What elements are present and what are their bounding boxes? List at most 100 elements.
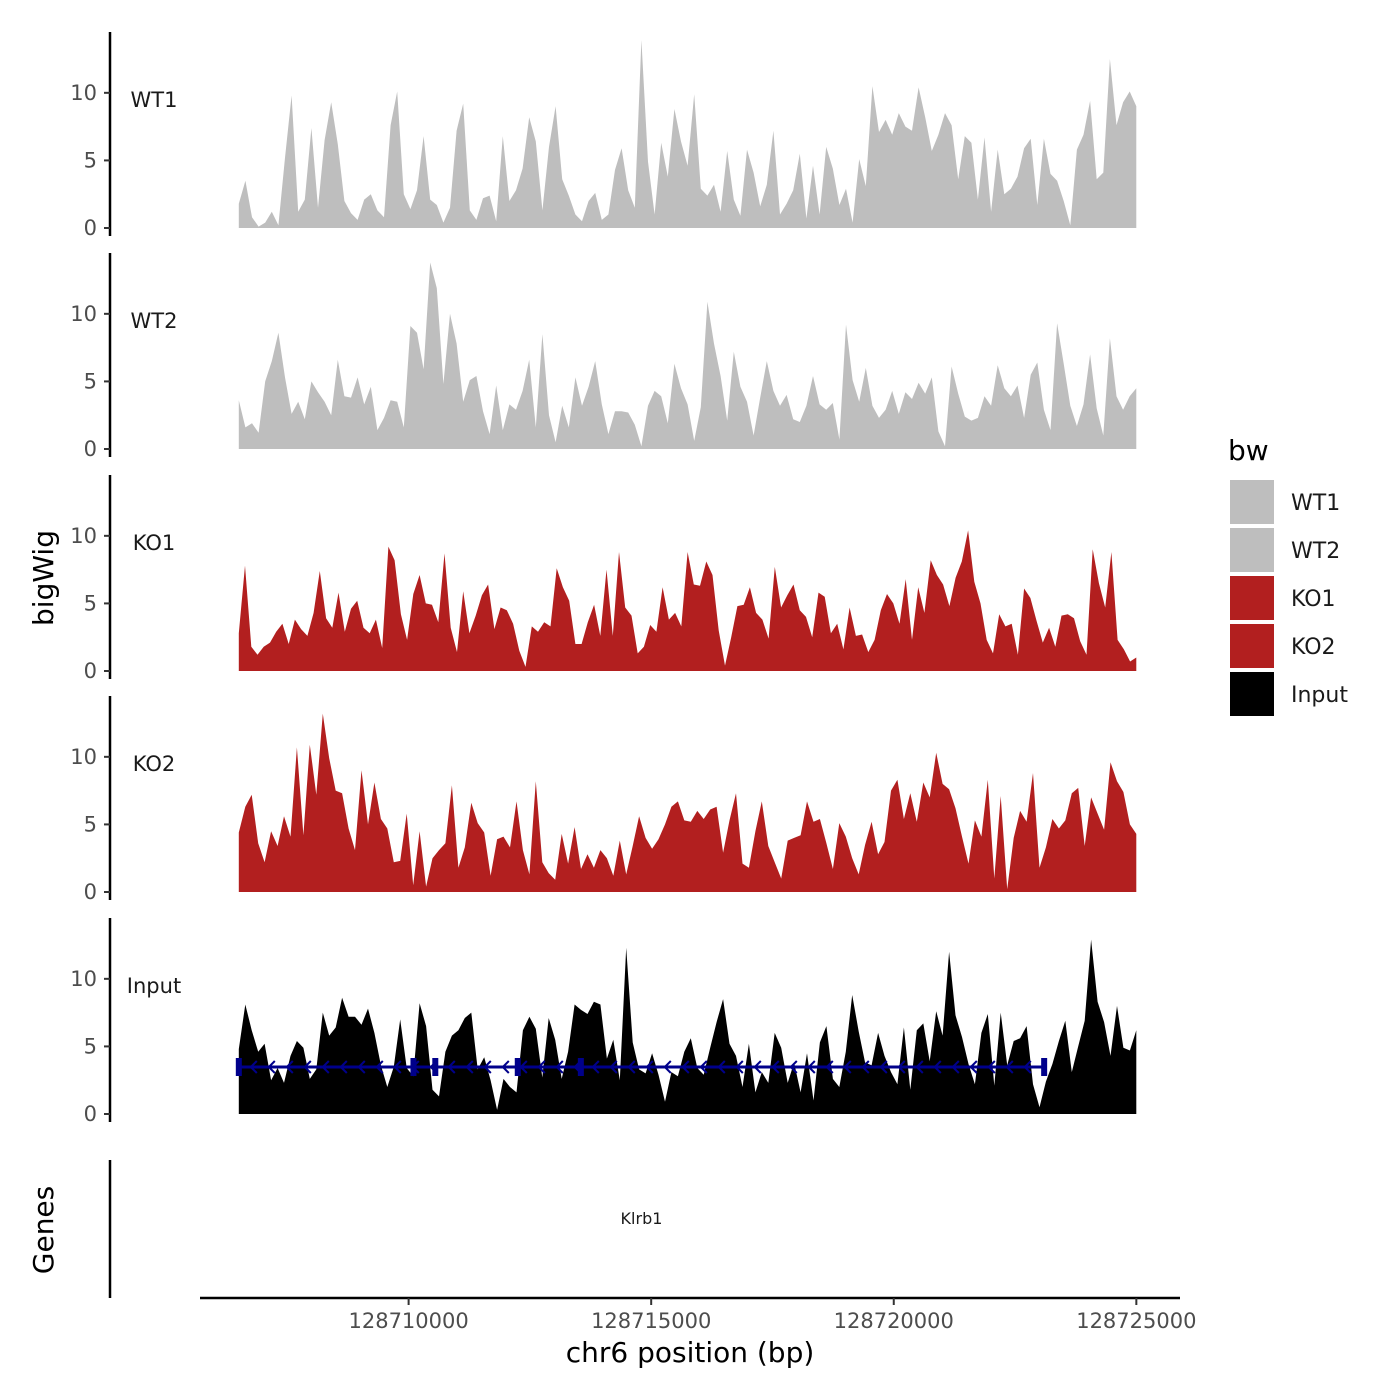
signal-area-ko1 bbox=[238, 530, 1137, 671]
gene-name-label: Klrb1 bbox=[621, 1209, 663, 1228]
exon-mark bbox=[235, 1058, 242, 1076]
strand-arrow bbox=[393, 1060, 402, 1074]
exon-mark bbox=[1041, 1058, 1048, 1076]
exon-mark bbox=[514, 1058, 521, 1076]
strand-arrow bbox=[627, 1060, 636, 1074]
x-axis-title: chr6 position (bp) bbox=[566, 1336, 815, 1369]
strand-arrow bbox=[915, 1060, 924, 1074]
strand-arrow bbox=[501, 1060, 510, 1074]
legend-label-ko1: KO1 bbox=[1291, 587, 1336, 612]
y-tick-label: 10 bbox=[70, 81, 97, 105]
strand-arrow bbox=[897, 1060, 906, 1074]
signal-tracks: 0 5 10 WT1 0 5 10 WT2 0 5 10 KO1 0 5 10 KO2 0 5 10 Input bbox=[70, 32, 1137, 1126]
strand-arrow bbox=[1023, 1060, 1032, 1074]
track-input: 0 5 10 Input bbox=[70, 918, 1137, 1126]
strand-arrow bbox=[447, 1060, 456, 1074]
exon-mark bbox=[432, 1058, 439, 1076]
strand-arrow bbox=[933, 1060, 942, 1074]
y-tick-label: 5 bbox=[84, 591, 97, 615]
y-tick-label: 5 bbox=[84, 369, 97, 393]
legend-label-ko2: KO2 bbox=[1291, 635, 1336, 660]
strand-arrow bbox=[969, 1060, 978, 1074]
exon-mark bbox=[410, 1058, 417, 1076]
strand-arrow bbox=[1005, 1060, 1014, 1074]
legend-label-wt1: WT1 bbox=[1291, 491, 1340, 516]
signal-area-ko2 bbox=[238, 713, 1137, 892]
signal-area-wt1 bbox=[238, 40, 1137, 228]
strand-arrow bbox=[465, 1060, 474, 1074]
track-wt1: 0 5 10 WT1 bbox=[70, 32, 1137, 240]
legend-title: bw bbox=[1228, 434, 1269, 467]
strand-arrow bbox=[645, 1060, 654, 1074]
legend-key-ko2 bbox=[1230, 624, 1274, 668]
y-tick-label: 10 bbox=[70, 967, 97, 991]
strand-arrow bbox=[267, 1060, 276, 1074]
strand-arrow bbox=[303, 1060, 312, 1074]
y-tick-label: 0 bbox=[84, 880, 97, 904]
legend-key-wt2 bbox=[1230, 528, 1274, 572]
x-axis: 128710000 128715000 128720000 128725000 bbox=[200, 1296, 1196, 1333]
strand-arrow bbox=[861, 1060, 870, 1074]
x-tick-label: 128725000 bbox=[1076, 1309, 1196, 1333]
y-tick-label: 10 bbox=[70, 524, 97, 548]
signal-area-input bbox=[238, 939, 1137, 1114]
y-tick-label: 0 bbox=[84, 216, 97, 240]
y-tick-label: 5 bbox=[84, 148, 97, 172]
strand-arrow bbox=[555, 1060, 564, 1074]
strand-arrow bbox=[807, 1060, 816, 1074]
y-tick-label: 10 bbox=[70, 302, 97, 326]
x-tick-label: 128710000 bbox=[348, 1309, 468, 1333]
strand-arrow bbox=[375, 1060, 384, 1074]
y-tick-label: 5 bbox=[84, 812, 97, 836]
strand-arrow bbox=[681, 1060, 690, 1074]
legend-key-wt1 bbox=[1230, 480, 1274, 524]
strand-arrow bbox=[591, 1060, 600, 1074]
strand-arrow bbox=[609, 1060, 618, 1074]
strand-arrow bbox=[789, 1060, 798, 1074]
signal-area-wt2 bbox=[238, 262, 1137, 449]
strand-arrow bbox=[519, 1060, 528, 1074]
strand-arrow bbox=[825, 1060, 834, 1074]
track-label: KO2 bbox=[133, 752, 176, 776]
strand-arrow bbox=[357, 1060, 366, 1074]
strand-arrow bbox=[699, 1060, 708, 1074]
track-ko2: 0 5 10 KO2 bbox=[70, 696, 1137, 904]
strand-arrow bbox=[663, 1060, 672, 1074]
strand-arrow bbox=[717, 1060, 726, 1074]
exon-mark bbox=[577, 1058, 584, 1076]
strand-arrow bbox=[285, 1060, 294, 1074]
track-label: WT2 bbox=[131, 309, 178, 333]
strand-arrow bbox=[249, 1060, 258, 1074]
legend-label-input: Input bbox=[1291, 683, 1348, 708]
track-wt2: 0 5 10 WT2 bbox=[70, 253, 1137, 461]
track-label: KO1 bbox=[133, 531, 176, 555]
strand-arrow bbox=[843, 1060, 852, 1074]
legend-label-wt2: WT2 bbox=[1291, 539, 1340, 564]
strand-arrow bbox=[483, 1060, 492, 1074]
strand-arrow bbox=[753, 1060, 762, 1074]
gene-track: Klrb1 bbox=[108, 1058, 1048, 1298]
track-ko1: 0 5 10 KO1 bbox=[70, 475, 1137, 683]
legend-key-ko1 bbox=[1230, 576, 1274, 620]
strand-arrow bbox=[537, 1060, 546, 1074]
genes-axis-title: Genes bbox=[27, 1186, 60, 1274]
strand-arrow bbox=[321, 1060, 330, 1074]
strand-arrow bbox=[987, 1060, 996, 1074]
strand-arrow bbox=[735, 1060, 744, 1074]
y-tick-label: 5 bbox=[84, 1034, 97, 1058]
y-tick-label: 0 bbox=[84, 659, 97, 683]
x-tick-label: 128715000 bbox=[591, 1309, 711, 1333]
track-label: Input bbox=[127, 974, 181, 998]
x-tick-label: 128720000 bbox=[834, 1309, 954, 1333]
y-tick-label: 0 bbox=[84, 1102, 97, 1126]
legend-key-input bbox=[1230, 672, 1274, 716]
strand-arrow bbox=[771, 1060, 780, 1074]
strand-arrow bbox=[951, 1060, 960, 1074]
track-label: WT1 bbox=[131, 88, 178, 112]
y-tick-label: 0 bbox=[84, 437, 97, 461]
y-axis-title: bigWig bbox=[27, 530, 60, 626]
strand-arrow bbox=[879, 1060, 888, 1074]
y-tick-label: 10 bbox=[70, 745, 97, 769]
legend: bw WT1 WT2 KO1 KO2 Input bbox=[1228, 434, 1348, 716]
